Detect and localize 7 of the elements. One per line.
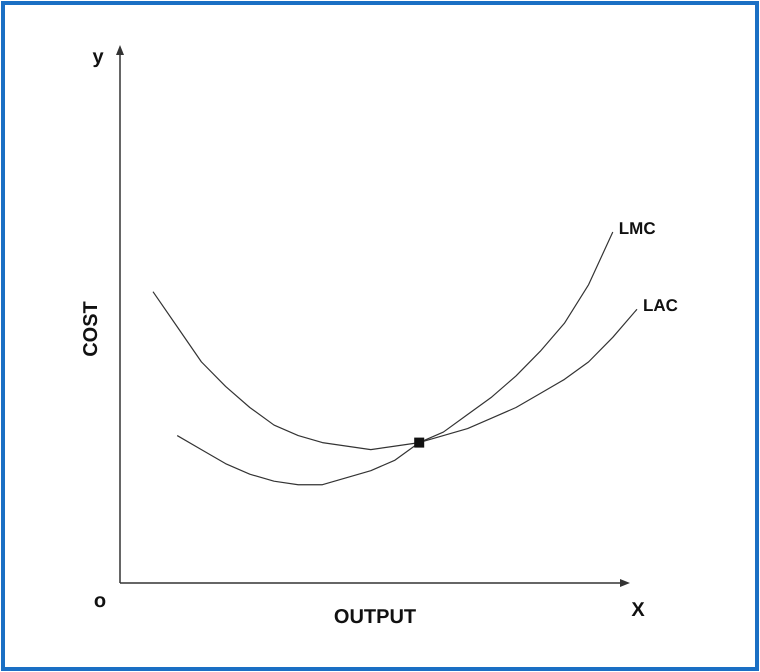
series-label: LAC [643,296,678,316]
series-label: LMC [618,219,656,238]
text: X [631,599,646,621]
x-axis-title: OUTPUT [334,606,416,628]
y-axis-title: COST [80,301,102,357]
text: y [92,46,104,68]
text: o [94,590,106,612]
